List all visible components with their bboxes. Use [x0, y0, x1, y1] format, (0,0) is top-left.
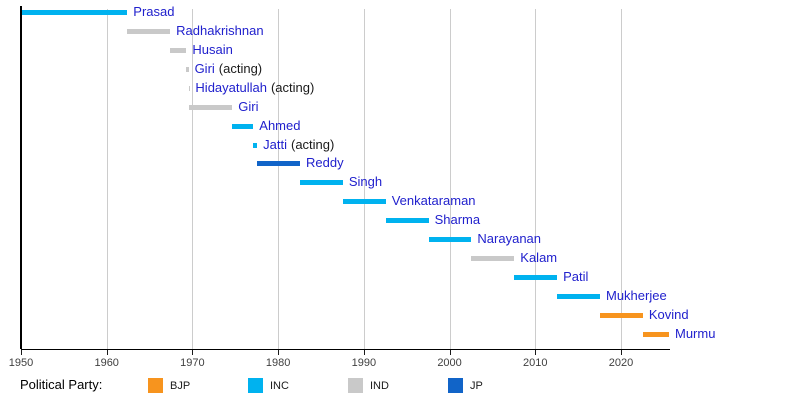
row-label-narayanan: Narayanan: [477, 231, 541, 247]
president-link-hidayatullah-acting[interactable]: Hidayatullah: [195, 79, 267, 95]
bar-narayanan: [428, 237, 472, 243]
row-label-giri-acting: Giri (acting): [195, 61, 263, 77]
president-link-radhakrishnan[interactable]: Radhakrishnan: [176, 22, 264, 38]
bar-reddy: [257, 161, 300, 167]
row-label-mukherjee: Mukherjee: [606, 288, 667, 304]
bar-mukherjee: [557, 293, 600, 299]
president-link-narayanan[interactable]: Narayanan: [477, 231, 542, 247]
y-axis-line: [20, 6, 22, 349]
president-link-kovind[interactable]: Kovind: [648, 306, 689, 322]
president-link-kalam[interactable]: Kalam: [520, 250, 558, 266]
axis-tick-1970: [192, 350, 194, 355]
axis-tick-2010: [535, 350, 537, 355]
president-link-venkataraman[interactable]: Venkataraman: [391, 193, 476, 209]
axis-tick-2020: [620, 350, 622, 355]
bar-giri: [189, 104, 233, 110]
row-label-patil: Patil: [563, 269, 588, 285]
bar-giri-acting: [186, 66, 189, 72]
gridline-1970: [192, 9, 194, 349]
gridline-2000: [449, 9, 451, 349]
legend-swatch-inc: [248, 378, 263, 393]
president-link-patil[interactable]: Patil: [563, 269, 589, 285]
president-link-giri-acting[interactable]: Giri: [194, 60, 215, 76]
gridline-1980: [278, 9, 280, 349]
president-link-jatti-acting[interactable]: Jatti: [263, 136, 287, 152]
bar-husain: [170, 47, 187, 53]
legend-swatch-ind: [348, 378, 363, 393]
bar-venkataraman: [342, 199, 386, 205]
legend-item-inc: INC: [248, 377, 308, 393]
president-link-husain[interactable]: Husain: [192, 41, 233, 57]
gridline-1960: [106, 9, 108, 349]
axis-tick-label-1970: 1970: [180, 357, 205, 369]
axis-tick-1990: [363, 350, 365, 355]
row-label-radhakrishnan: Radhakrishnan: [176, 23, 263, 39]
bar-prasad: [21, 10, 128, 15]
x-axis-line: [21, 348, 670, 350]
axis-tick-label-1960: 1960: [94, 357, 119, 369]
president-link-murmu[interactable]: Murmu: [674, 325, 716, 341]
axis-tick-label-1980: 1980: [265, 357, 291, 369]
bar-singh: [299, 180, 343, 186]
bar-sharma: [385, 218, 429, 224]
bar-hidayatullah-acting: [188, 85, 190, 91]
acting-label: (acting): [218, 60, 263, 76]
president-link-mukherjee[interactable]: Mukherjee: [605, 287, 667, 303]
legend-item-ind: IND: [348, 377, 408, 393]
legend-label-ind: IND: [370, 380, 389, 392]
row-label-venkataraman: Venkataraman: [392, 193, 476, 209]
axis-tick-2000: [449, 350, 451, 355]
president-link-reddy[interactable]: Reddy: [305, 155, 344, 171]
row-label-husain: Husain: [192, 42, 232, 58]
row-label-sharma: Sharma: [435, 212, 481, 228]
axis-tick-label-2010: 2010: [523, 357, 548, 369]
legend-item-jp: JP: [448, 377, 508, 393]
acting-label: (acting): [290, 136, 335, 152]
axis-tick-label-2000: 2000: [437, 357, 462, 369]
row-label-kovind: Kovind: [649, 307, 689, 323]
legend-label-jp: JP: [470, 380, 483, 392]
bar-ahmed: [232, 123, 254, 129]
axis-tick-label-2020: 2020: [608, 357, 634, 369]
president-link-ahmed[interactable]: Ahmed: [259, 117, 301, 133]
legend-swatch-jp: [448, 378, 463, 393]
gridline-2010: [535, 9, 537, 349]
row-label-ahmed: Ahmed: [259, 118, 300, 134]
bar-kovind: [599, 312, 643, 318]
row-label-singh: Singh: [349, 174, 382, 190]
president-link-sharma[interactable]: Sharma: [434, 212, 481, 228]
bar-kalam: [471, 256, 515, 262]
legend-label-bjp: BJP: [170, 380, 191, 392]
president-link-giri[interactable]: Giri: [238, 98, 259, 114]
row-label-hidayatullah-acting: Hidayatullah (acting): [195, 80, 314, 96]
gridline-2020: [620, 9, 622, 349]
legend-swatch-bjp: [148, 378, 163, 393]
gridline-1990: [363, 9, 365, 349]
axis-tick-1950: [21, 350, 22, 355]
axis-tick-label-1950: 1950: [8, 357, 34, 369]
legend-item-bjp: BJP: [148, 377, 208, 393]
axis-tick-1960: [106, 350, 108, 355]
row-label-kalam: Kalam: [520, 250, 557, 266]
row-label-reddy: Reddy: [306, 155, 344, 171]
bar-radhakrishnan: [127, 28, 171, 34]
acting-label: (acting): [270, 79, 315, 95]
row-label-prasad: Prasad: [133, 4, 174, 20]
axis-tick-1980: [278, 350, 280, 355]
bar-murmu: [642, 331, 669, 337]
row-label-jatti-acting: Jatti (acting): [263, 137, 334, 153]
president-link-singh[interactable]: Singh: [348, 174, 383, 190]
axis-tick-label-1990: 1990: [351, 357, 377, 369]
president-link-prasad[interactable]: Prasad: [133, 4, 175, 19]
legend-label-inc: INC: [270, 380, 289, 392]
row-label-giri: Giri: [238, 99, 258, 115]
bar-patil: [514, 275, 558, 281]
bar-jatti-acting: [253, 142, 258, 148]
legend-title: Political Party:: [20, 377, 103, 392]
row-label-murmu: Murmu: [675, 326, 715, 342]
